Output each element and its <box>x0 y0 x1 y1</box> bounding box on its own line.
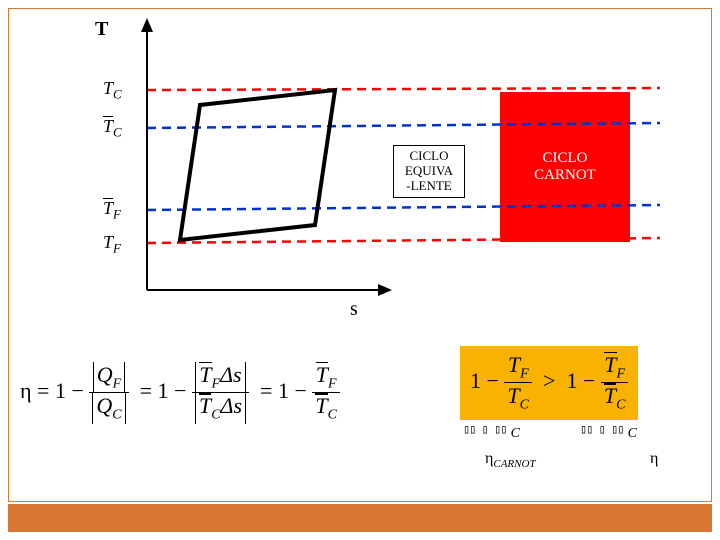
equiv-cycle-box: CICLO EQUIVA -LENTE <box>393 145 465 198</box>
carnot-cycle-label: CICLO CARNOT <box>520 150 610 184</box>
eta-bracket-right: ▯▯ ▯ ▯▯ C <box>580 420 637 442</box>
footer-bar <box>8 504 712 532</box>
efficiency-formula: η = 1 − QF QC = 1 − TFΔs TCΔs = 1 − TF T… <box>20 362 340 424</box>
x-axis-label: s <box>350 298 358 321</box>
eta-carnot-label: ηCARNOT <box>485 450 536 470</box>
eta-label: η <box>650 450 658 468</box>
ts-diagram <box>0 0 720 320</box>
eta-bracket-left: ▯▯ ▯ ▯▯ C <box>463 420 520 442</box>
inequality-box: 1 − TF TC > 1 − TF TC <box>460 346 638 420</box>
